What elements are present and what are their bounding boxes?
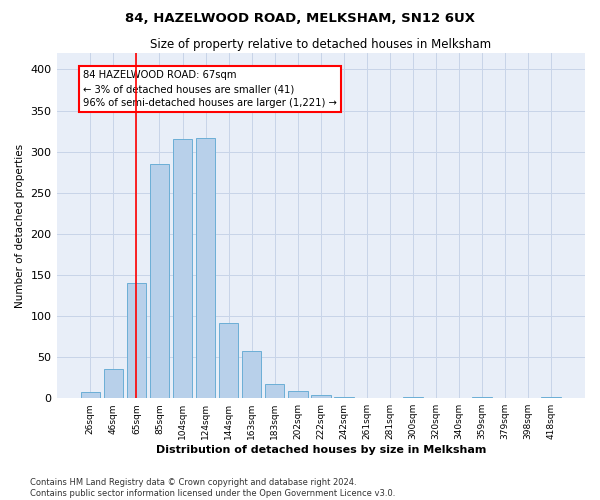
X-axis label: Distribution of detached houses by size in Melksham: Distribution of detached houses by size … <box>155 445 486 455</box>
Bar <box>104 370 123 398</box>
Bar <box>265 384 284 398</box>
Bar <box>127 283 146 398</box>
Bar <box>541 396 561 398</box>
Bar <box>80 392 100 398</box>
Text: Contains HM Land Registry data © Crown copyright and database right 2024.
Contai: Contains HM Land Registry data © Crown c… <box>30 478 395 498</box>
Bar <box>149 164 169 398</box>
Bar <box>288 391 308 398</box>
Bar <box>242 352 262 398</box>
Bar <box>219 322 238 398</box>
Bar <box>311 395 331 398</box>
Text: 84 HAZELWOOD ROAD: 67sqm
← 3% of detached houses are smaller (41)
96% of semi-de: 84 HAZELWOOD ROAD: 67sqm ← 3% of detache… <box>83 70 337 108</box>
Text: 84, HAZELWOOD ROAD, MELKSHAM, SN12 6UX: 84, HAZELWOOD ROAD, MELKSHAM, SN12 6UX <box>125 12 475 26</box>
Title: Size of property relative to detached houses in Melksham: Size of property relative to detached ho… <box>150 38 491 51</box>
Bar <box>173 140 193 398</box>
Y-axis label: Number of detached properties: Number of detached properties <box>15 144 25 308</box>
Bar <box>196 138 215 398</box>
